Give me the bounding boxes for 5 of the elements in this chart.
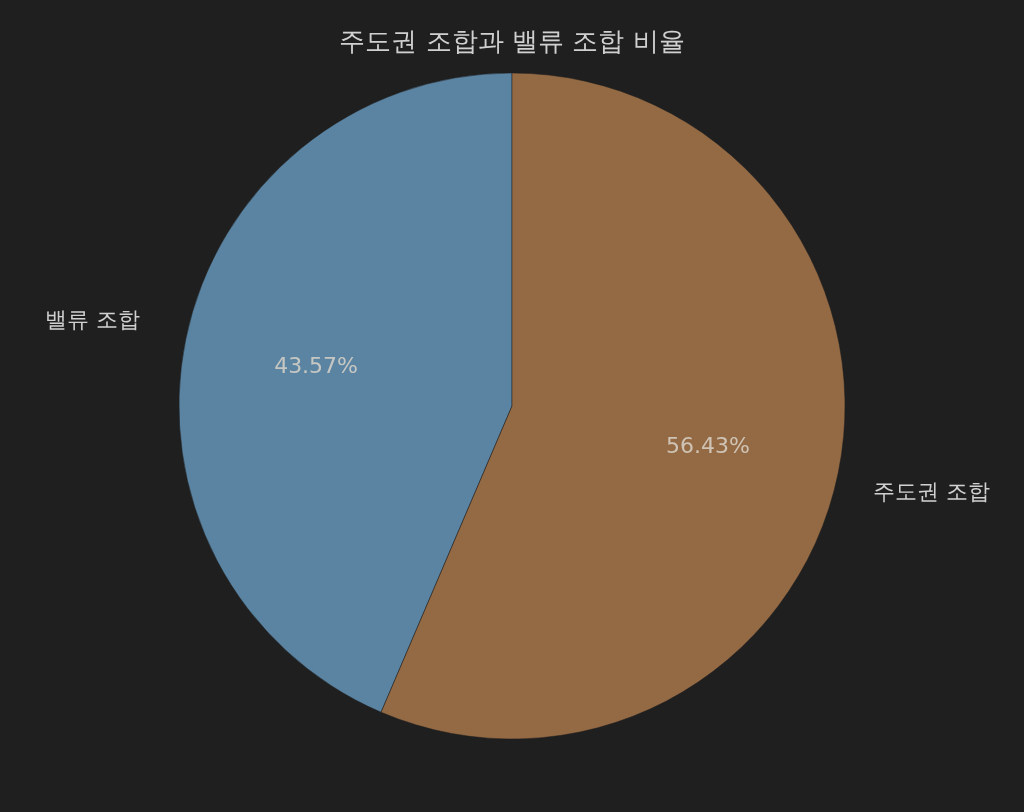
slice-label: 주도권 조합: [872, 478, 990, 504]
data-label: 43.57%: [274, 352, 359, 378]
data-label: 56.43%: [665, 433, 750, 459]
slice-label: 밸류 조합: [45, 307, 141, 333]
chart-title: 주도권 조합과 밸류 조합 비율: [339, 26, 685, 56]
